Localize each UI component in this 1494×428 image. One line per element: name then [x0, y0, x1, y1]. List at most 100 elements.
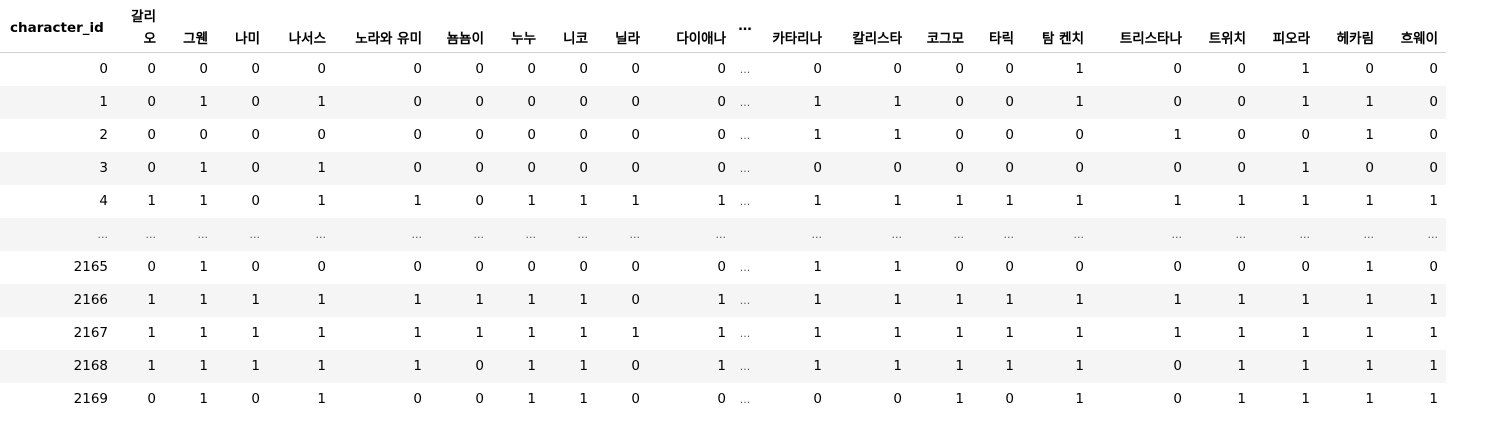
table-cell: 1 [164, 85, 216, 119]
table-cell: 0 [1429, 127, 1438, 143]
table-cell: 1 [413, 325, 422, 341]
table-row: 3 0 1 0 1 0 0 0 0 0 0... 0 0 0 0 0 0 0 1 0 0 [0, 151, 1446, 185]
table-cell: 0 [251, 193, 260, 209]
table-cell: 1 [813, 325, 822, 341]
table-cell: 0 [147, 259, 156, 275]
table-cell: 0 [317, 259, 326, 275]
row-index: 2166 [0, 283, 116, 317]
table-cell: 0 [1237, 61, 1246, 78]
table-cell: 0 [527, 61, 536, 78]
table-cell: 1 [1237, 391, 1246, 407]
table-cell: 1 [1318, 85, 1382, 119]
table-cell: 1 [1173, 193, 1182, 209]
column-header: 노라와 유미 [334, 0, 430, 53]
table-cell: 1 [527, 325, 536, 341]
row-index: 2169 [73, 391, 108, 407]
table-cell: 1 [116, 349, 164, 383]
table-cell: 0 [430, 349, 492, 383]
table-cell: ... [164, 217, 216, 251]
table-cell: 0 [631, 127, 640, 143]
table-cell: 0 [251, 259, 260, 275]
dataframe-table: character_id 갈리오 그웬 나미 나서스 노라와 유미 뇸뇸이 누누 니코 닐라 다이… [0, 0, 1446, 407]
table-cell: 0 [147, 127, 156, 143]
table-cell: 1 [1254, 283, 1318, 317]
table-cell: 1 [1365, 391, 1374, 407]
table-cell: 1 [544, 283, 596, 317]
table-cell: 1 [1075, 325, 1084, 341]
table-cell: ... [216, 217, 268, 251]
header-row: character_id 갈리오 그웬 나미 나서스 노라와 유미 뇸뇸이 누누 니코 닐라 다이… [0, 0, 1446, 53]
table-cell: 1 [717, 193, 726, 209]
table-cell: 0 [251, 127, 260, 143]
column-header: 누누 [492, 0, 544, 53]
table-cell: 0 [1318, 151, 1382, 185]
table-cell: 1 [164, 349, 216, 383]
table-cell: 0 [527, 127, 536, 143]
table-cell: 0 [413, 127, 422, 143]
table-cell: 0 [1301, 259, 1310, 275]
table-cell: 0 [475, 391, 484, 407]
table-cell: ... [739, 260, 751, 274]
column-header: 니코 [544, 0, 596, 53]
table-cell: ... [492, 217, 544, 251]
table-cell: 0 [1173, 61, 1182, 78]
table-cell: 0 [1382, 85, 1446, 119]
table-cell: ... [268, 217, 334, 251]
table-cell: 1 [475, 325, 484, 341]
table-cell: 1 [1022, 283, 1092, 317]
table-cell: 0 [813, 391, 822, 407]
table-cell: 0 [1005, 259, 1014, 275]
table-cell: 0 [334, 151, 430, 185]
table-cell: 1 [717, 325, 726, 341]
table-cell: ... [1190, 217, 1254, 251]
table-cell: 1 [813, 259, 822, 275]
table-cell: 0 [251, 391, 260, 407]
table-cell: 0 [1365, 61, 1374, 78]
table-cell: 1 [199, 391, 208, 407]
table-cell: 0 [1237, 259, 1246, 275]
table-cell: 1 [648, 283, 734, 317]
row-index: 3 [0, 151, 116, 185]
table-cell: 1 [830, 349, 910, 383]
table-cell: ... [734, 151, 756, 185]
table-cell: 1 [199, 325, 208, 341]
table-cell: 0 [199, 61, 208, 78]
table-cell: 0 [1382, 151, 1446, 185]
table-cell: 0 [430, 151, 492, 185]
table-cell: ... [910, 217, 972, 251]
table-cell: 0 [830, 151, 910, 185]
table-cell: 1 [1254, 151, 1318, 185]
table-cell: 0 [1022, 151, 1092, 185]
table-cell: ... [756, 217, 830, 251]
table-cell: 0 [475, 61, 484, 78]
table-cell: 1 [334, 349, 430, 383]
table-cell [734, 217, 756, 251]
table-cell: 0 [596, 283, 648, 317]
dataframe-output: character_id 갈리오 그웬 나미 나서스 노라와 유미 뇸뇸이 누누 니코 닐라 다이… [0, 0, 1446, 407]
table-cell: 1 [317, 325, 326, 341]
table-cell: ... [1382, 217, 1446, 251]
table-cell: ... [734, 85, 756, 119]
table-cell: 0 [147, 391, 156, 407]
row-index: ... [0, 217, 116, 251]
table-cell: 1 [1429, 391, 1438, 407]
table-cell: 1 [492, 349, 544, 383]
row-index: 2 [99, 127, 108, 143]
table-cell: 1 [1301, 391, 1310, 407]
table-cell: 0 [1190, 151, 1254, 185]
table-row: 2168 1 1 1 1 1 0 1 1 0 1... 1 1 1 1 1 0 1 1 1 1 [0, 349, 1446, 383]
table-cell: 1 [893, 259, 902, 275]
table-cell: ... [430, 217, 492, 251]
table-cell: 0 [1005, 391, 1014, 407]
table-cell: 1 [268, 349, 334, 383]
table-row: 0 0 0 0 0 0 0 0 0 0 0... 0 0 0 0 1 0 0 1 0 0 [0, 53, 1446, 86]
column-header: 그웬 [164, 0, 216, 53]
table-cell: ... [739, 128, 751, 142]
table-cell: 0 [1075, 127, 1084, 143]
table-cell: 0 [1092, 349, 1190, 383]
column-header: 코그모 [910, 0, 972, 53]
table-row: 2167 1 1 1 1 1 1 1 1 1 1... 1 1 1 1 1 1 1 1 1 1 [0, 317, 1446, 350]
table-cell: 1 [631, 325, 640, 341]
table-cell: 1 [199, 193, 208, 209]
table-cell: 1 [1237, 193, 1246, 209]
